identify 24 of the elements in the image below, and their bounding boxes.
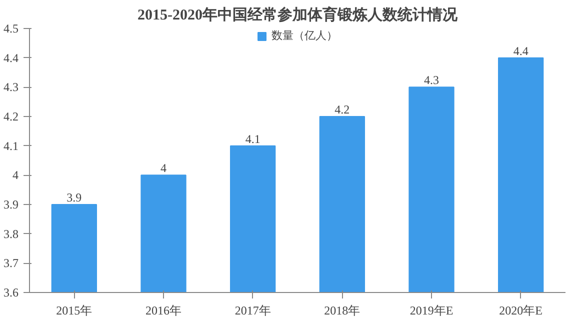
data-label: 3.9	[66, 190, 82, 204]
x-tick-label: 2018年	[324, 304, 360, 318]
x-tick-label: 2019年E	[410, 304, 454, 318]
y-tick-label: 4.4	[4, 50, 18, 65]
x-tick-label: 2017年	[234, 304, 271, 318]
x-tick-label: 2015年	[56, 304, 92, 318]
legend-label: 数量（亿人）	[272, 28, 338, 43]
y-tick-label: 4.1	[4, 138, 18, 153]
data-label: 4.2	[334, 102, 350, 116]
data-label: 4.4	[513, 44, 528, 58]
data-label: 4.3	[424, 73, 439, 88]
y-tick-label: 4.2	[4, 110, 18, 124]
y-tick-label: 3.9	[4, 198, 18, 212]
data-label: 4.1	[245, 132, 260, 146]
chart-title: 2015-2020年中国经常参加体育锻炼人数统计情况	[138, 6, 458, 24]
x-tick-label: 2020年E	[499, 304, 543, 318]
y-tick-label: 3.8	[4, 226, 18, 241]
y-tick-label: 4	[12, 168, 18, 182]
y-tick-label: 4.5	[4, 22, 18, 36]
data-label: 4	[160, 161, 166, 176]
y-tick-label: 4.3	[4, 80, 18, 94]
x-tick-label: 2016年	[146, 304, 182, 318]
y-tick-label: 3.6	[4, 286, 18, 300]
y-tick-label: 3.7	[4, 256, 18, 270]
